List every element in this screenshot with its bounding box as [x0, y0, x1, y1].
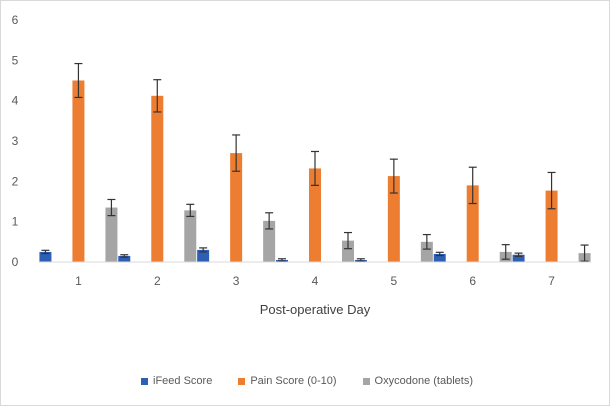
legend-item-oxycodone: Oxycodone (tablets) — [362, 375, 473, 387]
y-tick-label: 3 — [12, 134, 19, 148]
error-bar — [120, 254, 129, 258]
bar — [72, 80, 85, 262]
x-tick-label: 2 — [154, 274, 161, 288]
legend-swatch-pain — [238, 377, 246, 385]
bar — [230, 153, 243, 262]
x-tick-label: 4 — [312, 274, 319, 288]
legend-label-oxycodone: Oxycodone (tablets) — [374, 375, 473, 387]
y-tick-label: 1 — [12, 215, 19, 229]
bar — [512, 254, 525, 262]
bar — [184, 210, 197, 262]
legend-label-ifeed: iFeed Score — [153, 375, 213, 387]
bar — [105, 207, 118, 262]
plot-area — [39, 62, 591, 263]
bar — [433, 253, 446, 262]
x-axis: 1 2 3 4 5 6 7 — [75, 274, 555, 288]
bar — [342, 240, 354, 262]
legend-swatch-ifeed — [141, 377, 149, 385]
error-bar — [435, 251, 444, 257]
bar — [118, 255, 131, 262]
y-tick-label: 6 — [12, 13, 19, 27]
y-tick-label: 2 — [12, 174, 19, 188]
error-bar — [501, 244, 510, 260]
error-bar — [344, 231, 352, 250]
error-bar — [389, 158, 398, 194]
legend-item-pain: Pain Score (0-10) — [238, 375, 337, 387]
error-bar — [107, 198, 116, 217]
legend: iFeed Score Pain Score (0-10) Oxycodone … — [1, 375, 612, 387]
error-bar — [199, 247, 208, 253]
bar — [39, 251, 52, 262]
bar — [466, 185, 479, 262]
x-axis-title: Post-operative Day — [260, 302, 371, 317]
x-tick-label: 1 — [75, 274, 82, 288]
x-tick-label: 7 — [548, 274, 555, 288]
error-bar — [74, 62, 83, 99]
error-bar — [278, 258, 286, 262]
error-bar — [265, 212, 274, 230]
legend-item-ifeed: iFeed Score — [141, 375, 212, 387]
bar — [151, 95, 164, 263]
legend-label-pain: Pain Score (0-10) — [250, 375, 337, 387]
error-bar — [468, 166, 477, 205]
error-bar — [153, 79, 162, 113]
y-tick-label: 0 — [12, 255, 19, 269]
error-bar — [41, 249, 50, 255]
bar — [197, 249, 210, 262]
error-bar — [422, 233, 431, 250]
error-bar — [547, 171, 556, 210]
x-tick-label: 3 — [233, 274, 240, 288]
bar — [263, 220, 276, 262]
error-bar — [356, 258, 365, 262]
x-tick-label: 5 — [391, 274, 398, 288]
error-bar — [311, 150, 319, 186]
y-tick-label: 5 — [12, 53, 19, 67]
error-bar — [232, 134, 241, 172]
y-tick-label: 4 — [12, 94, 19, 108]
x-tick-label: 6 — [469, 274, 476, 288]
error-bar — [514, 252, 523, 257]
y-axis: 0 1 2 3 4 5 6 — [12, 13, 19, 269]
bar — [387, 176, 400, 262]
bar — [420, 241, 433, 262]
error-bar — [580, 244, 589, 262]
bar — [309, 168, 321, 262]
legend-swatch-oxycodone — [362, 377, 370, 385]
error-bar — [186, 203, 195, 218]
